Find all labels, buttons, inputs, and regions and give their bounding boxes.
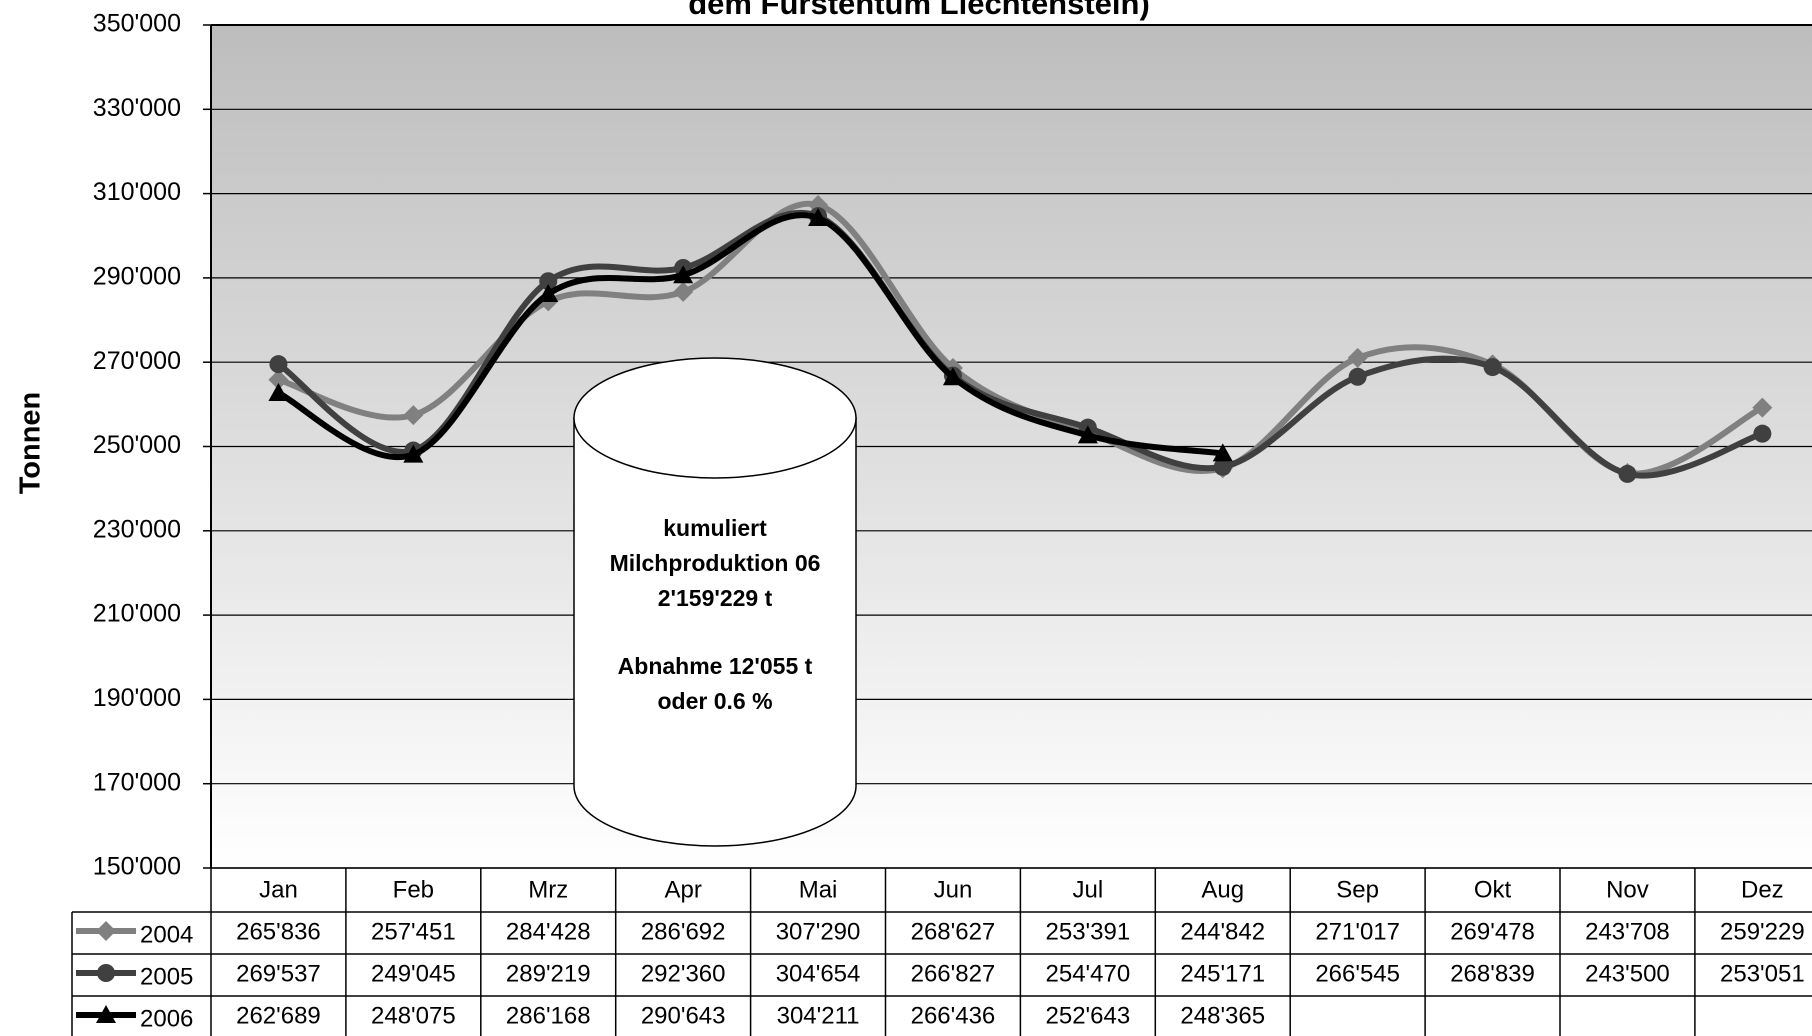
- annotation-text: oder 0.6 %: [657, 688, 772, 714]
- table-cell: 262'689: [236, 1002, 321, 1029]
- x-tick-label: Jan: [259, 876, 298, 903]
- marker: [1483, 358, 1502, 377]
- table-cell: 254'470: [1046, 960, 1131, 987]
- legend-label: 2004: [140, 921, 193, 948]
- marker: [808, 208, 829, 227]
- x-tick-label: Aug: [1201, 876, 1244, 903]
- marker: [673, 281, 694, 302]
- y-tick-label: 170'000: [93, 768, 181, 796]
- marker: [268, 369, 289, 390]
- series-line: [276, 209, 1764, 479]
- table-cell: 265'836: [236, 918, 321, 945]
- table-cell: 266'827: [911, 960, 996, 987]
- marker: [1077, 425, 1098, 444]
- annotation-text: Milchproduktion 06: [610, 550, 821, 576]
- y-axis-label: Tonnen: [15, 392, 47, 495]
- marker: [942, 367, 963, 386]
- marker: [1618, 464, 1637, 483]
- table-cell: 284'428: [506, 918, 591, 945]
- legend-marker: [97, 964, 115, 982]
- y-tick-label: 270'000: [93, 347, 181, 375]
- table-cell: 248'075: [371, 1002, 456, 1029]
- legend-label: 2005: [140, 963, 193, 990]
- marker: [673, 265, 694, 284]
- x-tick-label: Mai: [799, 876, 838, 903]
- table-cell: 269'478: [1450, 918, 1535, 945]
- marker: [1348, 367, 1367, 386]
- legend-marker: [96, 921, 116, 941]
- table-cell: 292'360: [641, 960, 726, 987]
- table-cell: 271'017: [1315, 918, 1400, 945]
- x-tick-label: Jun: [934, 876, 973, 903]
- x-tick-label: Dez: [1741, 876, 1784, 903]
- y-tick-label: 290'000: [93, 263, 181, 291]
- table-cell: 253'391: [1046, 918, 1131, 945]
- x-tick-label: Apr: [664, 876, 701, 903]
- table-cell: 304'654: [776, 960, 861, 987]
- series-line: [277, 212, 1224, 460]
- marker: [1753, 424, 1772, 443]
- marker: [403, 405, 424, 426]
- table-cell: 259'229: [1720, 918, 1805, 945]
- marker: [1347, 347, 1368, 368]
- table-cell: 268'627: [911, 918, 996, 945]
- y-tick-label: 250'000: [93, 431, 181, 459]
- cylinder-top: [573, 357, 857, 479]
- annotation-text: Abnahme 12'055 t: [618, 653, 813, 679]
- table-cell: 268'839: [1450, 960, 1535, 987]
- x-tick-label: Sep: [1336, 876, 1379, 903]
- y-tick-label: 230'000: [93, 515, 181, 543]
- table-cell: 286'692: [641, 918, 726, 945]
- marker: [268, 383, 289, 402]
- table-cell: 243'708: [1585, 918, 1670, 945]
- table-cell: 252'643: [1046, 1002, 1131, 1029]
- table-cell: 290'643: [641, 1002, 726, 1029]
- table-cell: 286'168: [506, 1002, 591, 1029]
- y-tick-label: 190'000: [93, 684, 181, 712]
- table-cell: 253'051: [1720, 960, 1805, 987]
- y-tick-label: 210'000: [93, 600, 181, 628]
- marker: [538, 284, 559, 303]
- table-cell: 243'500: [1585, 960, 1670, 987]
- legend-marker: [96, 1005, 116, 1023]
- table-cell: 304'211: [777, 1002, 860, 1029]
- chart-title: dem Fürstentum Liechtenstein): [688, 0, 1150, 21]
- y-tick-label: 150'000: [93, 853, 181, 881]
- x-tick-label: Nov: [1606, 876, 1649, 903]
- table-cell: 266'545: [1315, 960, 1400, 987]
- cylinder-body: [573, 417, 857, 847]
- table-cell: 249'045: [371, 960, 456, 987]
- y-tick-label: 350'000: [93, 10, 181, 38]
- marker: [403, 444, 424, 463]
- table-cell: 289'219: [506, 960, 591, 987]
- marker: [269, 355, 288, 374]
- legend-label: 2006: [140, 1005, 193, 1032]
- table-cell: 257'451: [371, 918, 456, 945]
- marker: [1752, 397, 1773, 418]
- x-tick-label: Mrz: [528, 876, 568, 903]
- annotation-text: kumuliert: [663, 515, 767, 541]
- marker: [539, 272, 558, 291]
- table-cell: 269'537: [236, 960, 321, 987]
- table-cell: 307'290: [776, 918, 861, 945]
- x-tick-label: Jul: [1073, 876, 1104, 903]
- annotation-text: 2'159'229 t: [658, 585, 773, 611]
- y-tick-label: 330'000: [93, 94, 181, 122]
- table-cell: 245'171: [1180, 960, 1265, 987]
- table-cell: 244'842: [1180, 918, 1265, 945]
- marker: [1213, 457, 1232, 476]
- x-tick-label: Feb: [393, 876, 434, 903]
- table-cell: 248'365: [1180, 1002, 1265, 1029]
- table-cell: 266'436: [911, 1002, 996, 1029]
- y-tick-label: 310'000: [93, 178, 181, 206]
- x-tick-label: Okt: [1474, 876, 1512, 903]
- marker: [1212, 443, 1233, 462]
